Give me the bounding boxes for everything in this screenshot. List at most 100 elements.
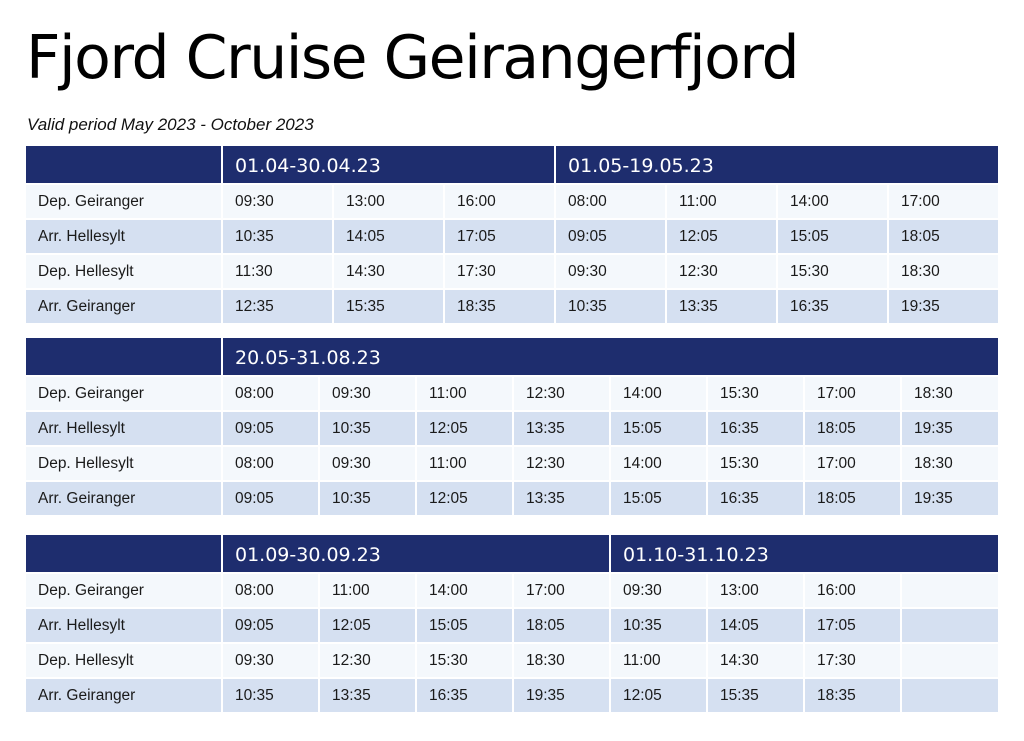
table-row: Arr. Hellesylt 09:05 10:35 12:05 13:35 1… xyxy=(26,412,998,445)
time-cell: 10:35 xyxy=(221,220,332,253)
row-label: Dep. Geiranger xyxy=(38,582,144,599)
row-label: Arr. Geiranger xyxy=(38,687,136,704)
time-cell: 14:00 xyxy=(415,574,512,607)
time-cell: 16:00 xyxy=(803,574,900,607)
timetable-3: 01.09-30.09.23 01.10-31.10.23 Dep. Geira… xyxy=(26,535,998,712)
table-row: Dep. Hellesylt 09:30 12:30 15:30 18:30 1… xyxy=(26,644,998,677)
time-cell: 14:05 xyxy=(332,220,443,253)
page-title: Fjord Cruise Geirangerfjord xyxy=(26,23,800,93)
time-cell: 08:00 xyxy=(554,185,665,218)
time-cell: 16:35 xyxy=(415,679,512,712)
time-cell: 13:00 xyxy=(332,185,443,218)
time-cell: 13:00 xyxy=(706,574,803,607)
time-cell: 11:00 xyxy=(415,377,512,410)
time-cell: 12:05 xyxy=(665,220,776,253)
period-header: 01.04-30.04.23 xyxy=(221,146,554,183)
time-cell: 09:05 xyxy=(221,412,318,445)
row-label: Arr. Hellesylt xyxy=(38,617,125,634)
time-cell xyxy=(900,609,998,642)
time-cell: 15:05 xyxy=(415,609,512,642)
time-cell: 17:00 xyxy=(803,377,900,410)
row-label: Dep. Geiranger xyxy=(38,385,144,402)
time-cell: 18:30 xyxy=(900,377,998,410)
row-label: Arr. Hellesylt xyxy=(38,420,125,437)
time-cell: 14:30 xyxy=(332,255,443,288)
time-cell: 10:35 xyxy=(609,609,706,642)
time-cell: 18:05 xyxy=(803,482,900,515)
time-cell: 15:30 xyxy=(706,377,803,410)
time-cell: 17:30 xyxy=(803,644,900,677)
time-cell xyxy=(900,644,998,677)
period-header: 01.09-30.09.23 xyxy=(221,535,609,572)
table-row: Dep. Geiranger 09:30 13:00 16:00 08:00 1… xyxy=(26,185,998,218)
timetable-header: 20.05-31.08.23 xyxy=(26,338,998,375)
time-cell: 17:00 xyxy=(887,185,998,218)
timetable-header: 01.09-30.09.23 01.10-31.10.23 xyxy=(26,535,998,572)
time-cell: 12:30 xyxy=(318,644,415,677)
time-cell: 12:05 xyxy=(318,609,415,642)
time-cell: 11:00 xyxy=(318,574,415,607)
timetable-1: 01.04-30.04.23 01.05-19.05.23 Dep. Geira… xyxy=(26,146,998,323)
row-label: Dep. Hellesylt xyxy=(38,455,134,472)
table-row: Dep. Geiranger 08:00 11:00 14:00 17:00 0… xyxy=(26,574,998,607)
time-cell: 09:30 xyxy=(318,377,415,410)
time-cell: 17:30 xyxy=(443,255,554,288)
time-cell: 15:30 xyxy=(706,447,803,480)
time-cell: 10:35 xyxy=(221,679,318,712)
time-cell: 17:00 xyxy=(512,574,609,607)
row-label: Dep. Geiranger xyxy=(38,193,144,210)
timetable-header: 01.04-30.04.23 01.05-19.05.23 xyxy=(26,146,998,183)
time-cell: 19:35 xyxy=(900,482,998,515)
time-cell: 11:00 xyxy=(665,185,776,218)
period-header: 20.05-31.08.23 xyxy=(221,338,998,375)
time-cell: 12:05 xyxy=(415,482,512,515)
time-cell: 11:30 xyxy=(221,255,332,288)
time-cell: 08:00 xyxy=(221,574,318,607)
table-row: Arr. Geiranger 10:35 13:35 16:35 19:35 1… xyxy=(26,679,998,712)
time-cell: 16:35 xyxy=(706,412,803,445)
time-cell: 11:00 xyxy=(609,644,706,677)
time-cell: 12:05 xyxy=(415,412,512,445)
table-row: Dep. Hellesylt 08:00 09:30 11:00 12:30 1… xyxy=(26,447,998,480)
valid-period-subtitle: Valid period May 2023 - October 2023 xyxy=(27,115,314,134)
time-cell: 14:00 xyxy=(609,447,706,480)
time-cell: 10:35 xyxy=(318,412,415,445)
time-cell: 13:35 xyxy=(512,482,609,515)
table-row: Arr. Hellesylt 10:35 14:05 17:05 09:05 1… xyxy=(26,220,998,253)
time-cell: 15:35 xyxy=(332,290,443,323)
time-cell: 18:30 xyxy=(900,447,998,480)
time-cell: 16:35 xyxy=(706,482,803,515)
time-cell: 12:30 xyxy=(512,447,609,480)
table-row: Arr. Hellesylt 09:05 12:05 15:05 18:05 1… xyxy=(26,609,998,642)
time-cell: 09:30 xyxy=(221,185,332,218)
time-cell: 18:30 xyxy=(887,255,998,288)
time-cell: 15:05 xyxy=(609,482,706,515)
time-cell: 19:35 xyxy=(900,412,998,445)
time-cell xyxy=(900,574,998,607)
time-cell: 12:30 xyxy=(665,255,776,288)
time-cell: 15:35 xyxy=(706,679,803,712)
time-cell: 10:35 xyxy=(318,482,415,515)
time-cell: 15:30 xyxy=(415,644,512,677)
time-cell: 18:05 xyxy=(803,412,900,445)
table-row: Arr. Geiranger 12:35 15:35 18:35 10:35 1… xyxy=(26,290,998,323)
time-cell: 19:35 xyxy=(887,290,998,323)
time-cell: 08:00 xyxy=(221,447,318,480)
time-cell: 18:30 xyxy=(512,644,609,677)
time-cell: 09:05 xyxy=(221,609,318,642)
time-cell: 09:30 xyxy=(318,447,415,480)
time-cell: 12:05 xyxy=(609,679,706,712)
time-cell: 18:35 xyxy=(803,679,900,712)
time-cell: 13:35 xyxy=(665,290,776,323)
time-cell: 17:00 xyxy=(803,447,900,480)
time-cell: 19:35 xyxy=(512,679,609,712)
table-row: Arr. Geiranger 09:05 10:35 12:05 13:35 1… xyxy=(26,482,998,515)
time-cell: 14:00 xyxy=(776,185,887,218)
time-cell: 18:35 xyxy=(443,290,554,323)
table-row: Dep. Hellesylt 11:30 14:30 17:30 09:30 1… xyxy=(26,255,998,288)
time-cell: 17:05 xyxy=(803,609,900,642)
time-cell: 18:05 xyxy=(887,220,998,253)
time-cell: 08:00 xyxy=(221,377,318,410)
time-cell: 09:30 xyxy=(221,644,318,677)
time-cell: 09:05 xyxy=(221,482,318,515)
